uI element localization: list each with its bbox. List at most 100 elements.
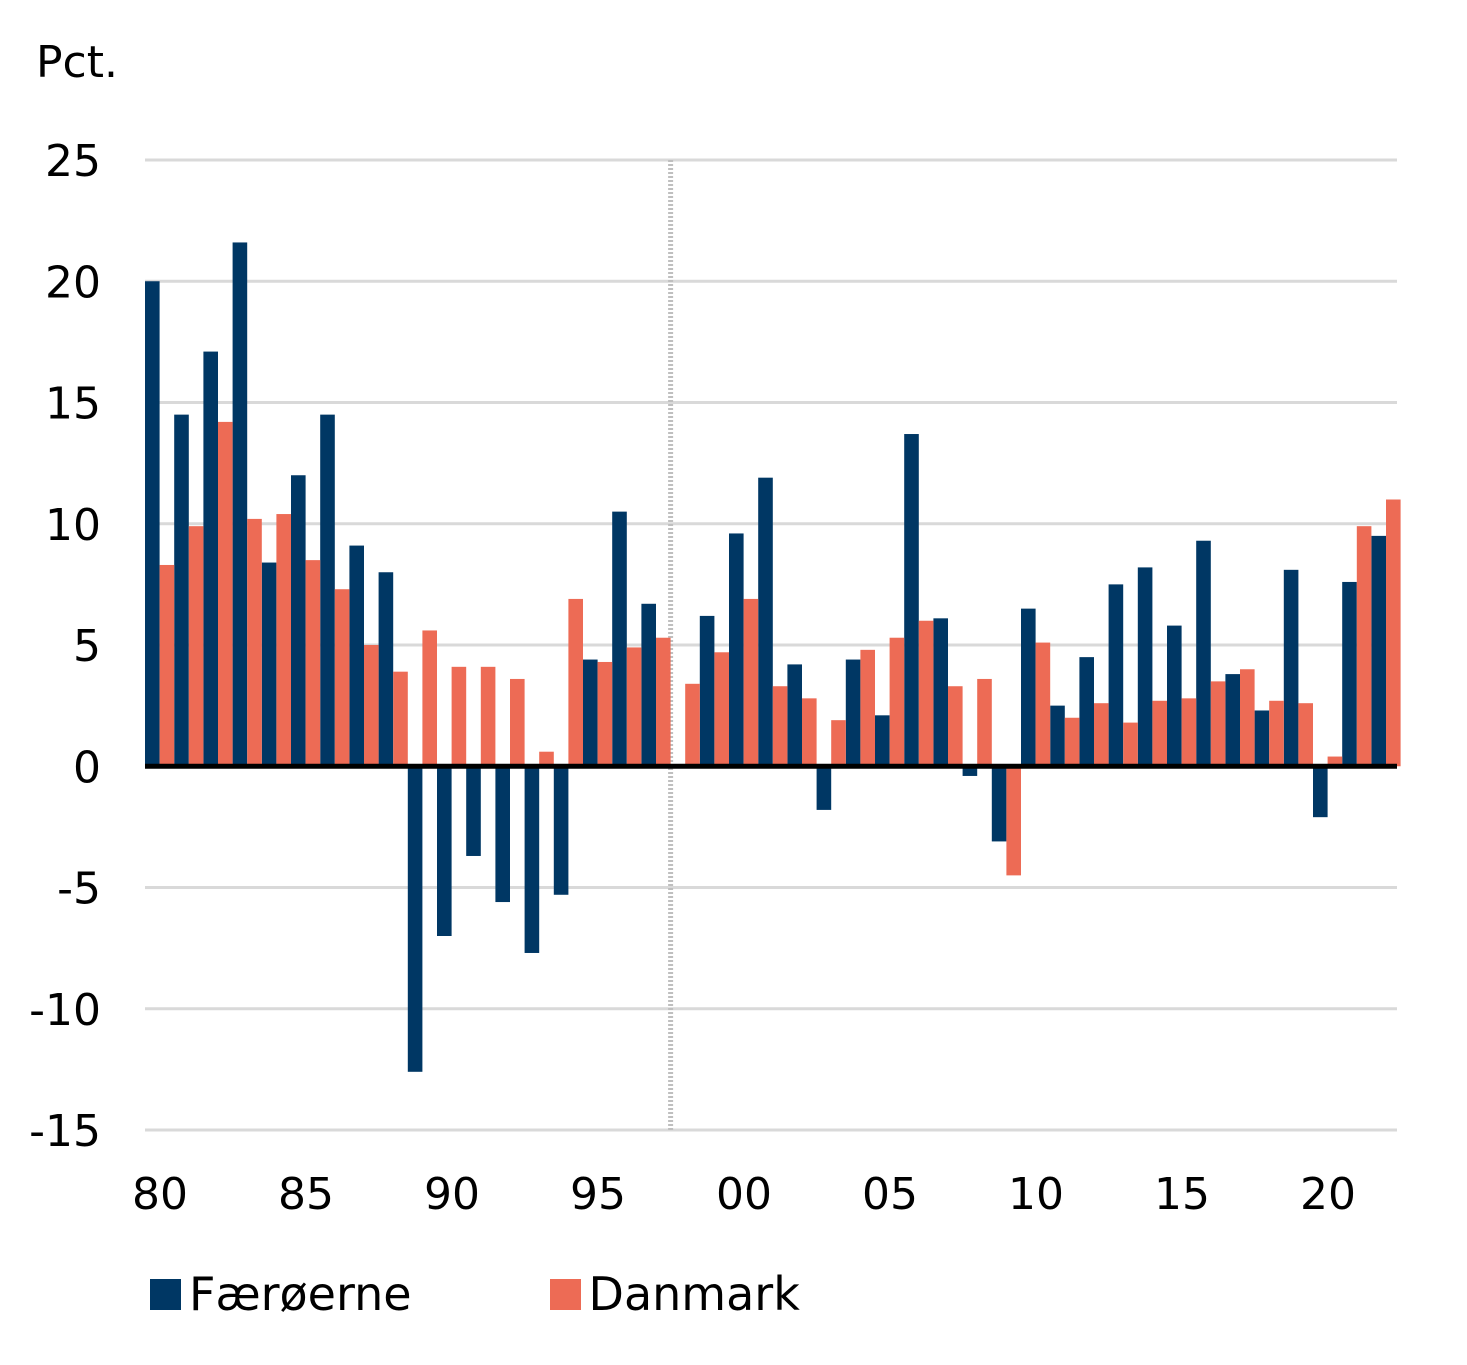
legend-swatch-danmark bbox=[549, 1278, 581, 1310]
legend-label-faeroerne: Færøerne bbox=[189, 1267, 412, 1321]
bar-faeroerne bbox=[962, 766, 978, 776]
bar-danmark bbox=[1240, 669, 1255, 767]
bar-faeroerne bbox=[699, 615, 715, 767]
y-tick-label: -15 bbox=[29, 1106, 101, 1157]
bar-danmark bbox=[1298, 703, 1313, 767]
bar-faeroerne bbox=[378, 572, 394, 767]
bar-danmark bbox=[597, 661, 613, 767]
bar-danmark bbox=[1123, 722, 1138, 767]
y-tick-label: 10 bbox=[45, 500, 101, 551]
bar-faeroerne bbox=[1313, 766, 1328, 818]
bar-faeroerne bbox=[1050, 705, 1065, 767]
y-tick-label: 20 bbox=[45, 257, 101, 308]
legend: Færøerne Danmark bbox=[150, 1268, 938, 1320]
bar-faeroerne bbox=[1108, 584, 1124, 767]
bar-faeroerne bbox=[758, 477, 773, 767]
bar-faeroerne bbox=[407, 766, 423, 1072]
bar-danmark bbox=[1327, 756, 1343, 767]
bar-danmark bbox=[977, 678, 992, 767]
x-tick-label: 15 bbox=[1154, 1169, 1210, 1220]
bar-danmark bbox=[772, 686, 788, 767]
bar-danmark bbox=[656, 637, 671, 767]
x-tick-label: 00 bbox=[716, 1169, 772, 1220]
y-tick-label: -10 bbox=[29, 985, 101, 1036]
x-tick-label: 85 bbox=[278, 1169, 334, 1220]
bar-faeroerne bbox=[612, 511, 627, 767]
bar-danmark bbox=[1386, 499, 1401, 767]
bar-danmark bbox=[364, 645, 379, 767]
y-tick-label: 5 bbox=[73, 621, 101, 672]
bar-faeroerne bbox=[349, 545, 364, 767]
y-axis-tick-labels: 25 20 15 10 5 0 -5 -10 -15 bbox=[29, 136, 101, 1157]
bar-faeroerne bbox=[583, 659, 598, 767]
bar-faeroerne bbox=[816, 766, 832, 810]
bar-danmark bbox=[305, 560, 321, 767]
bar-danmark bbox=[1210, 681, 1226, 767]
bar-danmark bbox=[218, 421, 233, 767]
bar-danmark bbox=[1269, 700, 1284, 767]
bar-faeroerne bbox=[1283, 569, 1299, 767]
bar-faeroerne bbox=[291, 475, 306, 767]
bar-faeroerne bbox=[1342, 581, 1357, 767]
bar-faeroerne bbox=[1137, 567, 1153, 767]
x-tick-label: 80 bbox=[132, 1169, 188, 1220]
bar-danmark bbox=[831, 720, 846, 767]
bar-danmark bbox=[1356, 526, 1372, 767]
bar-faeroerne bbox=[1021, 608, 1036, 767]
bar-faeroerne bbox=[1254, 710, 1270, 767]
bar-danmark bbox=[948, 686, 963, 767]
y-tick-label: 15 bbox=[45, 379, 101, 430]
x-tick-label: 20 bbox=[1300, 1169, 1356, 1220]
bar-danmark bbox=[422, 630, 437, 767]
bar-danmark bbox=[247, 518, 262, 767]
bar-faeroerne bbox=[232, 242, 248, 767]
bar-faeroerne bbox=[787, 664, 802, 767]
bar-danmark bbox=[539, 751, 554, 767]
bar-faeroerne bbox=[495, 766, 510, 903]
bar-danmark bbox=[1181, 698, 1197, 767]
bar-danmark bbox=[889, 637, 905, 767]
bar-danmark bbox=[685, 683, 700, 767]
bar-danmark bbox=[714, 652, 729, 767]
x-tick-label: 95 bbox=[570, 1169, 626, 1220]
bar-faeroerne bbox=[145, 281, 160, 767]
legend-item-faeroerne: Færøerne bbox=[150, 1268, 412, 1320]
bar-danmark bbox=[860, 649, 875, 767]
bar-faeroerne bbox=[1079, 657, 1094, 767]
bar-danmark bbox=[510, 678, 525, 767]
bar-faeroerne bbox=[437, 766, 452, 936]
bar-faeroerne bbox=[845, 659, 861, 767]
bar-faeroerne bbox=[320, 414, 335, 767]
legend-swatch-faeroerne bbox=[150, 1278, 181, 1310]
bar-faeroerne bbox=[875, 715, 890, 767]
bar-danmark bbox=[1006, 766, 1021, 876]
bar-danmark bbox=[188, 526, 204, 767]
bar-danmark bbox=[480, 666, 496, 767]
bar-faeroerne bbox=[991, 766, 1007, 842]
y-tick-label: -5 bbox=[57, 864, 101, 915]
x-axis-tick-labels: 80 85 90 95 00 05 10 15 20 bbox=[132, 1169, 1356, 1220]
y-axis-unit-label: Pct. bbox=[36, 37, 118, 88]
x-tick-label: 10 bbox=[1008, 1169, 1064, 1220]
bar-danmark bbox=[802, 698, 817, 767]
y-tick-label: 25 bbox=[45, 136, 101, 187]
bar-danmark bbox=[918, 620, 934, 767]
legend-label-danmark: Danmark bbox=[588, 1267, 800, 1321]
bar-danmark bbox=[393, 671, 408, 767]
bar-danmark bbox=[1064, 717, 1080, 767]
bar-series bbox=[145, 242, 1401, 1072]
bar-danmark bbox=[626, 647, 642, 767]
bar-faeroerne bbox=[1196, 540, 1211, 767]
bar-faeroerne bbox=[904, 434, 919, 767]
bar-faeroerne bbox=[466, 766, 481, 856]
bar-faeroerne bbox=[1371, 535, 1386, 767]
bar-danmark bbox=[334, 589, 350, 767]
bar-faeroerne bbox=[524, 766, 540, 953]
bar-danmark bbox=[1152, 700, 1167, 767]
bar-faeroerne bbox=[553, 766, 569, 895]
bar-danmark bbox=[743, 598, 759, 767]
x-tick-label: 90 bbox=[424, 1169, 480, 1220]
bar-faeroerne bbox=[174, 414, 189, 767]
bar-danmark bbox=[568, 598, 583, 767]
